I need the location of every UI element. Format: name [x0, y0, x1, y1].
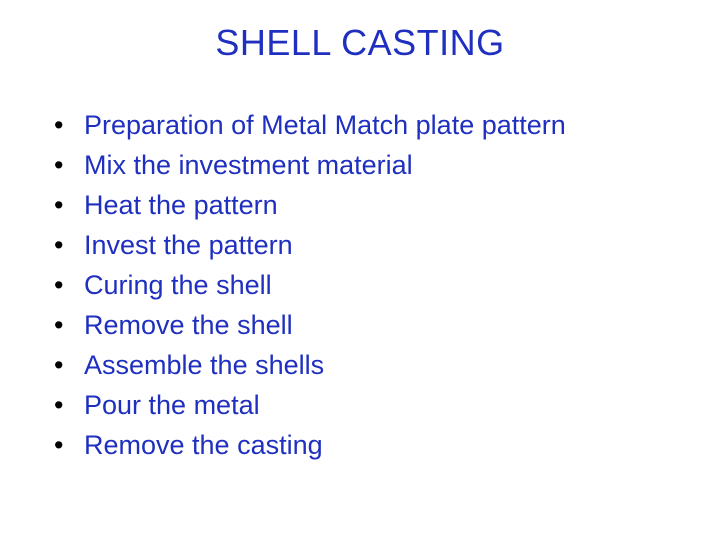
- list-item: • Pour the metal: [48, 386, 720, 426]
- bullet-icon: •: [48, 306, 84, 346]
- list-item-text: Pour the metal: [84, 386, 260, 426]
- bullet-icon: •: [48, 386, 84, 426]
- bullet-icon: •: [48, 346, 84, 386]
- bullet-icon: •: [48, 226, 84, 266]
- list-item-text: Remove the shell: [84, 306, 293, 346]
- bullet-icon: •: [48, 266, 84, 306]
- list-item: • Invest the pattern: [48, 226, 720, 266]
- bullet-icon: •: [48, 146, 84, 186]
- list-item: • Assemble the shells: [48, 346, 720, 386]
- list-item: • Preparation of Metal Match plate patte…: [48, 106, 720, 146]
- list-item: • Remove the shell: [48, 306, 720, 346]
- list-item-text: Mix the investment material: [84, 146, 413, 186]
- bullet-icon: •: [48, 426, 84, 466]
- bullet-icon: •: [48, 106, 84, 146]
- list-item: • Heat the pattern: [48, 186, 720, 226]
- list-item: • Mix the investment material: [48, 146, 720, 186]
- list-item-text: Preparation of Metal Match plate pattern: [84, 106, 566, 146]
- bullet-icon: •: [48, 186, 84, 226]
- list-item: • Curing the shell: [48, 266, 720, 306]
- slide: SHELL CASTING • Preparation of Metal Mat…: [0, 0, 720, 540]
- list-item: • Remove the casting: [48, 426, 720, 466]
- list-item-text: Curing the shell: [84, 266, 272, 306]
- list-item-text: Remove the casting: [84, 426, 323, 466]
- slide-title: SHELL CASTING: [0, 22, 720, 64]
- list-item-text: Invest the pattern: [84, 226, 293, 266]
- list-item-text: Assemble the shells: [84, 346, 324, 386]
- bullet-list: • Preparation of Metal Match plate patte…: [0, 106, 720, 466]
- list-item-text: Heat the pattern: [84, 186, 278, 226]
